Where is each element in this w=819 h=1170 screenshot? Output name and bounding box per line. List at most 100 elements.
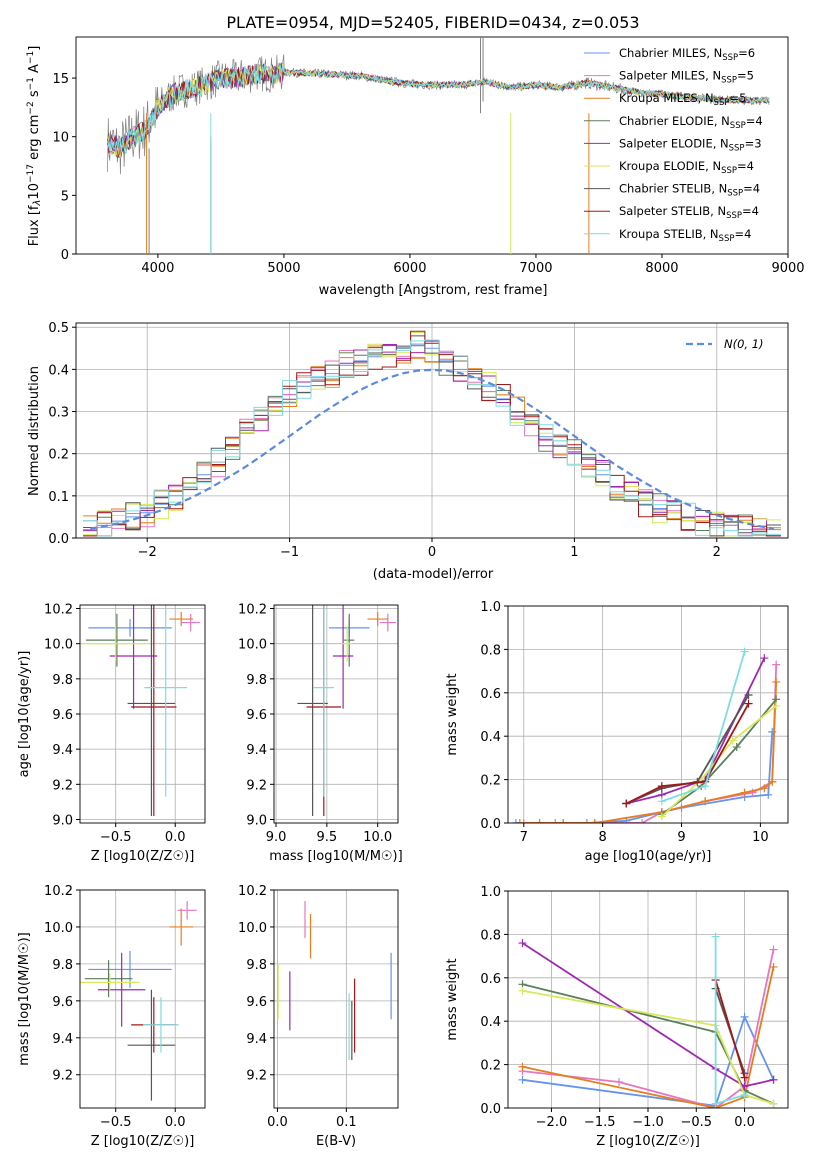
tick-label: 0.0 xyxy=(165,830,186,845)
tick-label: 2 xyxy=(713,545,721,560)
residual-histogram xyxy=(83,330,781,537)
residual-histogram xyxy=(83,332,781,537)
spectrum-ylabel: Flux [fλ10−17 erg cm−2 s−1 A−1] xyxy=(26,46,43,247)
tick-label: 7 xyxy=(520,830,528,845)
tick-label: 9.0 xyxy=(52,813,73,828)
tick-label: 0.0 xyxy=(267,1115,288,1130)
weight-marker xyxy=(511,819,520,823)
legend-entry: Chabrier ELODIE, NSSP=4 xyxy=(619,114,763,131)
tick-label: 9.0 xyxy=(246,813,267,828)
mass-age-panel-xlabel: mass [log10(M/M☉)] xyxy=(269,849,402,864)
tick-label: 0.6 xyxy=(480,972,501,987)
weight-marker xyxy=(582,819,591,823)
tick-label: 0.8 xyxy=(480,643,501,658)
z-mass-panel-xlabel: Z [log10(Z/Z☉)] xyxy=(91,1134,195,1149)
weight-marker xyxy=(518,1075,527,1084)
weight-marker xyxy=(769,1075,778,1084)
tick-label: −0.5 xyxy=(100,830,132,845)
tick-label: 0 xyxy=(428,545,436,560)
tick-label: 9.4 xyxy=(52,743,73,758)
weight-line xyxy=(714,979,746,1078)
weight-marker xyxy=(764,790,773,799)
weight-marker xyxy=(701,782,710,791)
tick-label: 0.4 xyxy=(480,730,501,745)
weight-marker xyxy=(772,660,781,669)
tick-label: 10.0 xyxy=(238,638,267,653)
tick-label: 10.0 xyxy=(44,921,73,936)
residual-ylabel: Normed distribution xyxy=(27,366,42,496)
weight-marker xyxy=(622,799,631,808)
residual-histogram xyxy=(83,339,781,537)
age-weight-panel-ylabel: mass weight xyxy=(445,673,460,755)
weight-line xyxy=(522,949,775,1108)
z-age-panel: −0.5 0.0 9.0 9.2 9.4 9.6 9.8 10.0 10.2 Z [log10(Z… xyxy=(17,603,206,864)
weight-line xyxy=(661,705,777,818)
tick-label: 9.5 xyxy=(317,830,338,845)
ebv-mass-panel: 0.0 0.1 9.2 9.4 9.6 9.8 10.0 10.2 E(B-V) xyxy=(238,884,399,1149)
model-spectrum-line xyxy=(107,63,770,154)
tick-label: 9.4 xyxy=(246,743,267,758)
tick-label: 9.2 xyxy=(52,778,73,793)
mass-age-panel: 9.0 9.5 10.0 9.0 9.2 9.4 9.6 9.8 10.0 10.2 mass [l… xyxy=(238,603,403,864)
tick-label: 8000 xyxy=(645,261,678,276)
ebv-mass-panel-xlabel: E(B-V) xyxy=(316,1134,356,1149)
tick-label: 9.8 xyxy=(246,958,267,973)
tick-label: 0.2 xyxy=(480,774,501,789)
tick-label: 1.0 xyxy=(480,600,501,615)
tick-label: 0 xyxy=(61,248,69,263)
weight-marker xyxy=(769,1099,778,1108)
legend-entry: Chabrier MILES, NSSP=6 xyxy=(619,46,755,63)
weight-marker xyxy=(744,690,753,699)
z-mass-panel-ylabel: mass [log10(M/M☉)] xyxy=(17,932,32,1065)
normal-curve xyxy=(90,368,774,530)
tick-label: −0.5 xyxy=(680,1115,712,1130)
tick-label: 0.0 xyxy=(480,1102,501,1117)
tick-label: −1 xyxy=(280,545,299,560)
tick-label: 1.0 xyxy=(480,885,501,900)
tick-label: 0.3 xyxy=(48,406,69,421)
tick-label: 9.6 xyxy=(52,995,73,1010)
tick-label: 9.2 xyxy=(246,1069,267,1084)
age-weight-panel-xlabel: age [log10(age/yr)] xyxy=(585,849,712,864)
weight-line xyxy=(522,966,775,1108)
tick-label: 5000 xyxy=(267,261,300,276)
tick-label: −2 xyxy=(138,545,157,560)
weight-marker xyxy=(590,819,599,823)
tick-label: −1.5 xyxy=(584,1115,616,1130)
model-spectrum-line xyxy=(107,63,770,159)
tick-label: 9.6 xyxy=(246,708,267,723)
legend-entry: Kroupa MILES, NSSP=5 xyxy=(619,91,746,108)
residual-panel: −2 −1 0 1 2 0.0 0.1 0.2 0.3 0.4 0.5 (data-model)/e… xyxy=(27,321,789,582)
spectrum-xlabel: wavelength [Angstrom, rest frame] xyxy=(319,283,548,298)
tick-label: −0.5 xyxy=(100,1115,132,1130)
tick-label: 9.4 xyxy=(52,1032,73,1047)
tick-label: 9 xyxy=(677,830,685,845)
tick-label: 9.6 xyxy=(52,708,73,723)
weight-marker xyxy=(551,819,560,823)
weight-marker xyxy=(518,986,527,995)
z-age-panel-ylabel: age [log10(age/yr)] xyxy=(17,651,32,778)
tick-label: 9.8 xyxy=(246,673,267,688)
tick-label: 9.6 xyxy=(246,995,267,1010)
legend-entry: Salpeter MILES, NSSP=5 xyxy=(619,69,754,86)
tick-label: 9.2 xyxy=(52,1069,73,1084)
weight-line xyxy=(522,989,774,1105)
tick-label: 10.0 xyxy=(238,921,267,936)
legend-entry: Kroupa STELIB, NSSP=4 xyxy=(619,227,751,244)
tick-label: 6000 xyxy=(393,261,426,276)
weight-marker xyxy=(769,945,778,954)
spectrum-legend: Chabrier MILES, NSSP=6 Salpeter MILES, NS… xyxy=(584,46,763,244)
weight-marker xyxy=(711,1099,720,1108)
tick-label: 10 xyxy=(52,131,69,146)
tick-label: 10.2 xyxy=(44,884,73,899)
tick-label: 10.0 xyxy=(363,830,392,845)
weight-marker xyxy=(615,1077,624,1086)
tick-label: 9.8 xyxy=(52,673,73,688)
tick-label: 10 xyxy=(752,830,769,845)
legend-entry: Salpeter ELODIE, NSSP=3 xyxy=(619,136,762,153)
tick-label: 5 xyxy=(61,189,69,204)
tick-label: 0.1 xyxy=(336,1115,357,1130)
tick-label: 0.2 xyxy=(480,1059,501,1074)
weight-line xyxy=(661,698,777,816)
weight-marker xyxy=(732,743,741,752)
